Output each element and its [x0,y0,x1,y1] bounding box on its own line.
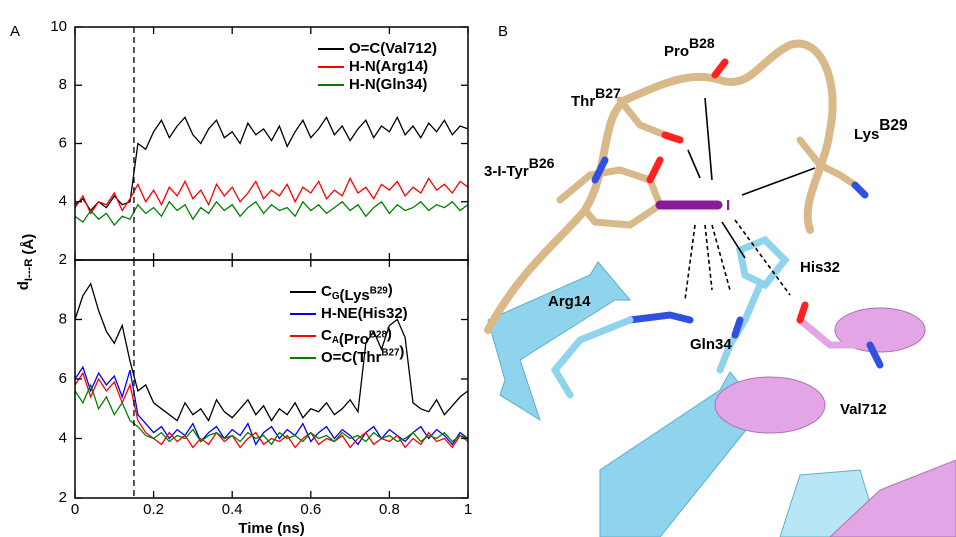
sheet-arrow [488,262,630,420]
text-part: ) [388,282,393,299]
superscript: B28 [369,329,388,340]
text-part: Thr [571,93,595,110]
text-part: ) [387,326,392,343]
structure-label: Gln34 [690,336,732,353]
structure-label: Arg14 [548,293,591,310]
text-part: Val712 [840,401,887,418]
structure-label: His32 [800,259,840,276]
y-tick-label: 6 [59,370,67,387]
text-part: (Lys [339,287,369,304]
text-part: Gln34 [690,336,732,353]
contact-arrows [685,98,815,300]
subscript: A [332,335,339,346]
text-part: (Pro [339,331,369,348]
y-tick-label: 10 [50,18,67,35]
text-part: H-N(Gln34) [349,76,427,93]
x-tick-label: 0.6 [300,501,321,518]
x-tick-label: 1 [464,501,472,518]
structure-label: ProB28 [664,35,715,60]
x-tick-label: 0.4 [222,501,243,518]
y-axis-title: dI---R (Å) [15,234,37,291]
text-part: H-N(Arg14) [349,58,428,75]
structure-label: I [726,197,730,214]
text-part: His32 [800,259,840,276]
x-axis-title: Time (ns) [238,520,304,537]
text-part: Arg14 [548,293,591,310]
legend-label: H-N(Gln34) [349,76,427,93]
superscript: B29 [879,117,907,134]
legend-label: CG(LysB29) [321,282,393,305]
x-tick-label: 0 [71,501,79,518]
text-part: ) [399,343,404,360]
text-part: 3-I-Tyr [484,163,529,180]
helix [715,377,825,433]
legend-label: H-N(Arg14) [349,58,428,75]
y-tick-label: 2 [59,489,67,506]
text-part: O=C(Val712) [349,40,437,57]
structure-label: 3-I-TyrB26 [484,155,555,180]
legend-label: O=C(Val712) [349,40,437,57]
y-tick-label: 8 [59,310,67,327]
superscript: B28 [689,35,715,51]
text-part: C [321,327,332,344]
panel-label: B [498,23,508,40]
text-part: Lys [854,126,879,143]
text-part: (Å) [20,234,37,259]
x-tick-label: 0.8 [379,501,400,518]
y-tick-label: 6 [59,134,67,151]
y-tick-label: 4 [59,193,67,210]
sticks [555,62,910,395]
legend-label: H-NE(His32) [321,305,408,322]
figure: AB246810dI---R (Å)O=C(Val712)H-N(Arg14)H… [0,0,956,537]
text-part: C [321,283,332,300]
subscript: I---R [23,259,35,281]
legend-label: CA(ProB28) [321,326,392,349]
text-part: I [726,197,730,214]
structure-label: LysB29 [854,117,908,143]
backbone-ribbon [488,44,833,330]
y-tick-label: 4 [59,429,67,446]
text-part: H-NE(His32) [321,305,408,322]
superscript: B26 [529,155,555,171]
text-part: Pro [664,43,689,60]
text-part: O=C(Thr [321,349,382,366]
panel-label: A [10,23,20,40]
y-tick-label: 2 [59,251,67,268]
superscript: B27 [595,85,621,101]
x-tick-label: 0.2 [143,501,164,518]
structure-label: Val712 [840,401,887,418]
superscript: B29 [370,285,389,296]
superscript: B27 [381,347,400,358]
y-tick-label: 8 [59,76,67,93]
text-part: d [15,281,32,290]
structure-label: ThrB27 [571,85,621,110]
